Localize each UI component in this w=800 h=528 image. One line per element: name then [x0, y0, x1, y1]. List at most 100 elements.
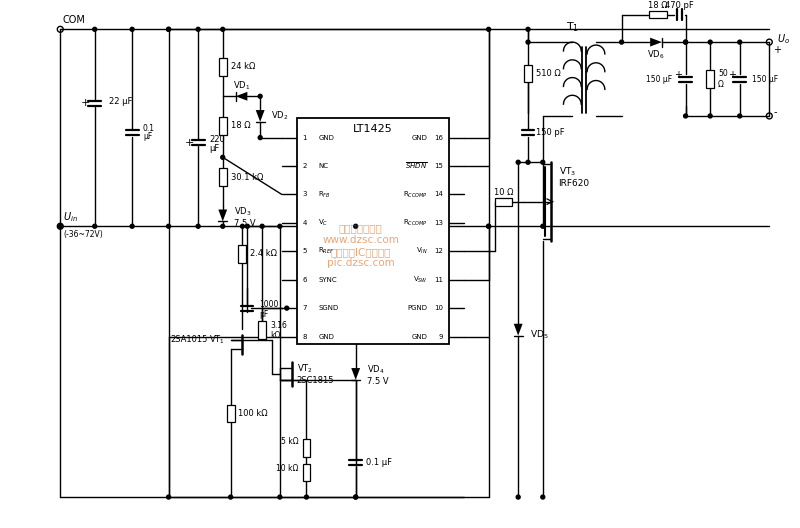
Circle shape [196, 224, 200, 228]
Text: 3.16: 3.16 [270, 322, 287, 331]
Circle shape [486, 27, 490, 31]
Circle shape [93, 27, 97, 31]
Text: 12: 12 [434, 248, 443, 254]
Text: 5: 5 [302, 248, 307, 254]
Text: 50
Ω: 50 Ω [718, 69, 728, 89]
Text: VT$_2$: VT$_2$ [297, 363, 313, 375]
Circle shape [278, 495, 282, 499]
Text: kΩ: kΩ [270, 331, 280, 340]
Text: VD$_3$: VD$_3$ [234, 205, 251, 218]
Text: 0.1 μF: 0.1 μF [366, 458, 391, 467]
Polygon shape [235, 92, 247, 101]
Text: 1: 1 [302, 135, 307, 140]
Text: 1000: 1000 [259, 300, 278, 309]
Circle shape [684, 40, 687, 44]
Text: 3: 3 [302, 192, 307, 197]
Circle shape [278, 224, 282, 228]
Text: 4: 4 [302, 220, 307, 226]
Circle shape [246, 224, 250, 228]
Text: 2SC1815: 2SC1815 [297, 376, 334, 385]
Circle shape [221, 224, 225, 228]
Text: μF: μF [209, 144, 219, 153]
Circle shape [58, 224, 62, 228]
Text: 0.1: 0.1 [143, 124, 155, 133]
Bar [706, 70, 714, 88]
Text: VD$_4$: VD$_4$ [366, 364, 384, 376]
Circle shape [130, 224, 134, 228]
Polygon shape [650, 37, 662, 46]
Text: 470 pF: 470 pF [666, 1, 694, 10]
Bar [494, 197, 512, 205]
Text: 16: 16 [434, 135, 443, 140]
Text: R$_{CCOMP}$: R$_{CCOMP}$ [402, 190, 427, 200]
Text: 11: 11 [434, 277, 443, 282]
Bar [649, 11, 667, 18]
Text: VD$_2$: VD$_2$ [271, 110, 289, 122]
Text: GND: GND [318, 135, 334, 140]
Text: 9: 9 [439, 334, 443, 340]
Circle shape [221, 27, 225, 31]
Text: LT1425: LT1425 [353, 124, 393, 134]
Text: R$_{REF}$: R$_{REF}$ [318, 246, 334, 257]
Text: NC: NC [318, 163, 328, 169]
Circle shape [285, 306, 289, 310]
Circle shape [354, 495, 358, 499]
Bar [258, 321, 266, 338]
Circle shape [130, 27, 134, 31]
Text: -: - [774, 107, 777, 117]
Text: 510 Ω: 510 Ω [536, 69, 561, 78]
Bar [219, 58, 226, 76]
Text: GND: GND [412, 334, 427, 340]
Text: 10 Ω: 10 Ω [494, 188, 513, 197]
Text: VT$_3$: VT$_3$ [558, 166, 576, 178]
Circle shape [93, 224, 97, 228]
Text: 14: 14 [434, 192, 443, 197]
Text: COM: COM [62, 15, 85, 25]
Text: (-36~72V): (-36~72V) [63, 230, 103, 239]
Circle shape [354, 495, 358, 499]
Bar [524, 65, 532, 82]
Text: 2SA1015: 2SA1015 [170, 335, 208, 344]
Circle shape [708, 40, 712, 44]
Circle shape [526, 27, 530, 31]
Bar [238, 245, 246, 263]
Text: GND: GND [412, 135, 427, 140]
Circle shape [221, 155, 225, 159]
Text: 18 Ω: 18 Ω [648, 1, 668, 10]
Text: IRF620: IRF620 [558, 180, 590, 188]
Circle shape [684, 40, 687, 44]
Circle shape [541, 224, 545, 228]
Bar [219, 168, 226, 186]
Text: VD$_1$: VD$_1$ [233, 79, 250, 92]
Text: V$_C$: V$_C$ [318, 218, 329, 228]
Text: 2.4 kΩ: 2.4 kΩ [250, 249, 278, 258]
Circle shape [738, 40, 742, 44]
Polygon shape [256, 110, 265, 122]
Text: R$_{CCOMP}$: R$_{CCOMP}$ [402, 218, 427, 228]
Circle shape [526, 161, 530, 164]
Text: 7: 7 [302, 305, 307, 311]
Text: 100 kΩ: 100 kΩ [238, 409, 268, 418]
Text: VD$_6$: VD$_6$ [647, 49, 665, 61]
Circle shape [166, 495, 170, 499]
Text: GND: GND [318, 334, 334, 340]
Text: 7.5 V: 7.5 V [366, 378, 388, 386]
Text: VD$_5$: VD$_5$ [530, 328, 549, 341]
Text: PGND: PGND [407, 305, 427, 311]
Circle shape [258, 95, 262, 98]
Circle shape [738, 114, 742, 118]
Text: 13: 13 [434, 220, 443, 226]
Text: 10 kΩ: 10 kΩ [276, 464, 298, 473]
Bar [219, 117, 226, 135]
Bar [226, 404, 234, 422]
Text: V$_{IN}$: V$_{IN}$ [416, 246, 427, 257]
Text: 6: 6 [302, 277, 307, 282]
Circle shape [241, 224, 245, 228]
Circle shape [708, 114, 712, 118]
Polygon shape [351, 368, 360, 380]
Circle shape [516, 495, 520, 499]
Text: 2: 2 [302, 163, 307, 169]
Text: +: + [185, 138, 194, 147]
Text: 150 pF: 150 pF [536, 128, 565, 137]
Text: 维库电子市场网
www.dzsc.com
全球最大IC采购中心
pic.dzsc.com: 维库电子市场网 www.dzsc.com 全球最大IC采购中心 pic.dzsc… [322, 223, 399, 268]
